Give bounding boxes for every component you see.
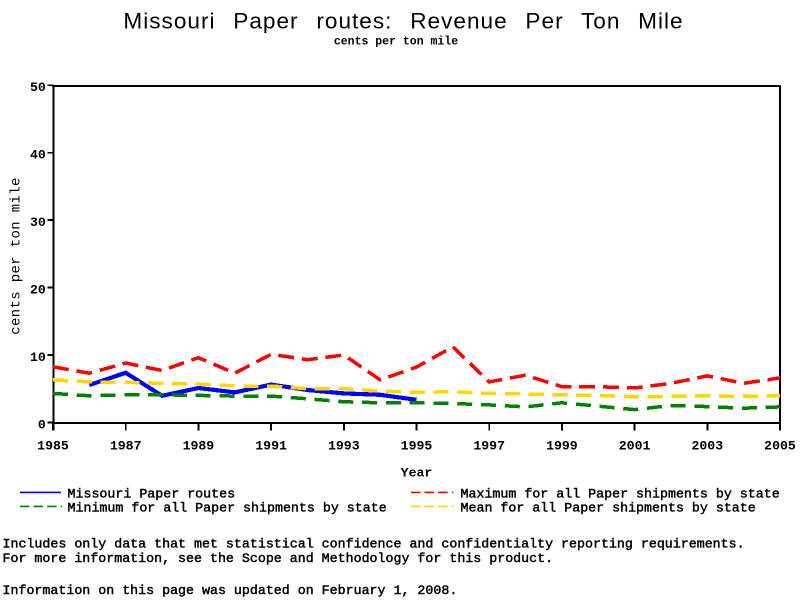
svg-text:Year: Year [401, 466, 433, 481]
svg-text:1985: 1985 [37, 439, 69, 454]
svg-text:1995: 1995 [401, 439, 433, 454]
svg-text:1993: 1993 [328, 439, 360, 454]
svg-text:For more information, see the: For more information, see the Scope and … [3, 551, 554, 566]
svg-text:Includes only data that met st: Includes only data that met statistical … [3, 537, 745, 552]
svg-text:Missouri Paper routes: Revenue: Missouri Paper routes: Revenue Per Ton M… [123, 8, 683, 33]
svg-text:Information on this page was u: Information on this page was updated on … [3, 583, 458, 598]
svg-text:2001: 2001 [619, 439, 651, 454]
svg-text:Minimum for all Paper shipment: Minimum for all Paper shipments by state [68, 501, 387, 516]
svg-text:cents per ton mile: cents per ton mile [334, 36, 458, 49]
svg-text:30: 30 [30, 215, 46, 230]
svg-text:2003: 2003 [691, 439, 723, 454]
svg-text:1999: 1999 [546, 439, 578, 454]
svg-text:1997: 1997 [473, 439, 505, 454]
svg-text:1987: 1987 [110, 439, 142, 454]
svg-text:1989: 1989 [183, 439, 215, 454]
svg-text:1991: 1991 [255, 439, 287, 454]
svg-text:Maximum for all Paper shipment: Maximum for all Paper shipments by state [461, 487, 780, 502]
svg-text:2005: 2005 [764, 439, 796, 454]
svg-text:Missouri Paper routes: Missouri Paper routes [68, 487, 236, 502]
svg-text:20: 20 [30, 283, 46, 298]
svg-text:0: 0 [38, 417, 46, 432]
svg-text:10: 10 [30, 350, 46, 365]
svg-text:50: 50 [30, 80, 46, 95]
svg-text:Mean for all Paper shipments b: Mean for all Paper shipments by state [461, 501, 756, 516]
svg-text:cents per ton mile: cents per ton mile [9, 177, 25, 335]
svg-text:40: 40 [30, 148, 46, 163]
